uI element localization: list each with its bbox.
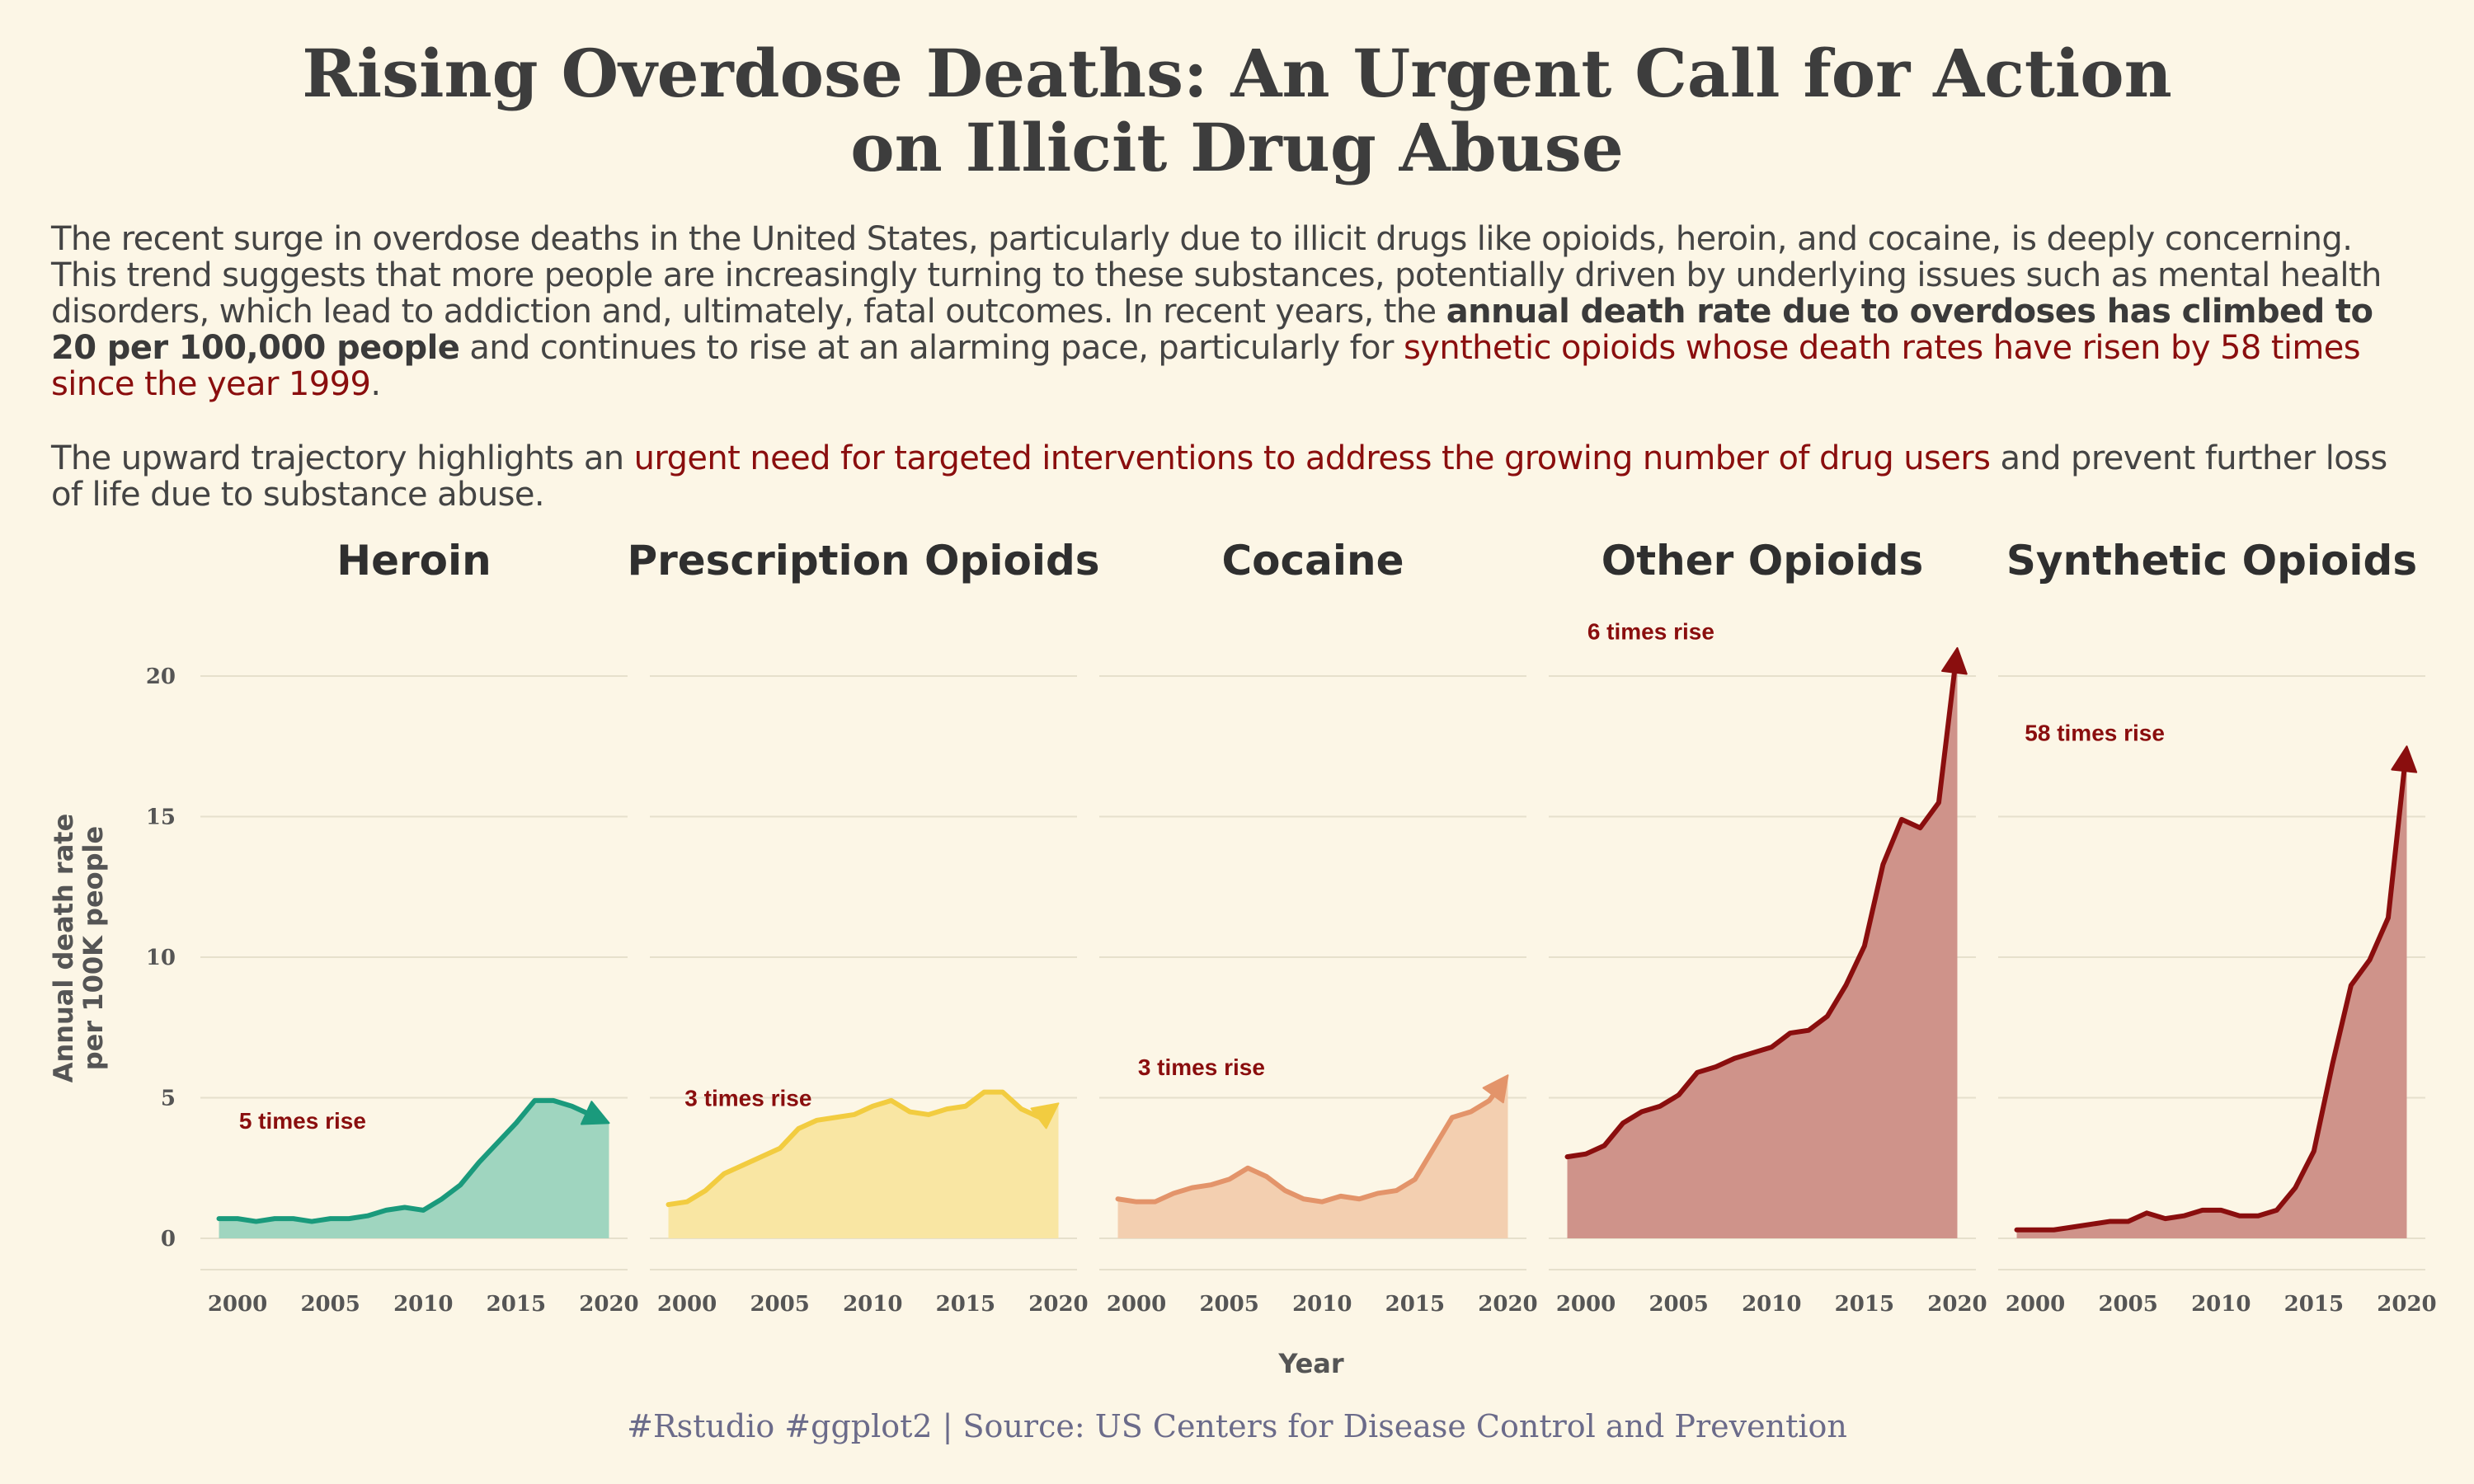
- x-tick-label: 2005: [750, 1292, 809, 1317]
- arrowhead-heroin: [580, 1101, 610, 1125]
- x-tick-label: 2015: [936, 1292, 995, 1317]
- x-tick-label: 2020: [1028, 1292, 1088, 1317]
- x-tick-label: 2020: [1478, 1292, 1537, 1317]
- x-tick-label: 2015: [2284, 1292, 2344, 1317]
- x-tick-label: 2020: [2377, 1292, 2436, 1317]
- x-tick-label: 2010: [393, 1292, 453, 1317]
- x-tick-label: 2020: [579, 1292, 638, 1317]
- y-tick-label: 10: [146, 946, 176, 970]
- x-tick-label: 2010: [2191, 1292, 2251, 1317]
- intro-highlight-text: synthetic opioids whose death rates have…: [51, 329, 2361, 403]
- x-tick-label: 2000: [208, 1292, 267, 1317]
- x-tick-label: 2000: [1107, 1292, 1166, 1317]
- intro-text: and continues to rise at an alarming pac…: [459, 329, 1404, 367]
- line-cocaine: [1115, 1088, 1499, 1205]
- title-line-1: Rising Overdose Deaths: An Urgent Call f…: [302, 35, 2172, 112]
- area-prescription-opioids: [668, 1092, 1059, 1238]
- x-tick-label: 2000: [2006, 1292, 2065, 1317]
- x-axis-label: Year: [1277, 1348, 1344, 1379]
- x-tick-label: 2005: [2098, 1292, 2157, 1317]
- area-heroin: [219, 1100, 609, 1238]
- title-line-2: on Illicit Drug Abuse: [850, 109, 1624, 186]
- y-tick-label: 15: [146, 805, 176, 830]
- area-other-opioids: [1567, 647, 1958, 1238]
- x-tick-label: 2015: [487, 1292, 546, 1317]
- x-tick-label: 2015: [1385, 1292, 1445, 1317]
- x-tick-label: 2015: [1835, 1292, 1894, 1317]
- x-tick-label: 2010: [1292, 1292, 1352, 1317]
- chart-title: Rising Overdose Deaths: An Urgent Call f…: [0, 36, 2474, 185]
- y-tick-label: 0: [161, 1227, 176, 1252]
- x-tick-label: 2005: [1199, 1292, 1258, 1317]
- arrowhead-other-opioids: [1941, 646, 1968, 675]
- line-prescription-opioids: [666, 1089, 1046, 1208]
- intro-text: The upward trajectory highlights an: [51, 439, 634, 477]
- facet-title-heroin: Heroin: [336, 537, 492, 585]
- y-axis-label: Annual death rateper 100K people: [48, 814, 109, 1083]
- y-tick-label: 5: [161, 1087, 176, 1111]
- rise-annotation-heroin: 5 times rise: [239, 1108, 366, 1134]
- rise-annotation-other-opioids: 6 times rise: [1587, 619, 1714, 645]
- intro-paragraph-1: The recent surge in overdose deaths in t…: [51, 221, 2426, 402]
- rise-annotation-prescription-opioids: 3 times rise: [684, 1086, 811, 1111]
- x-tick-label: 2005: [1649, 1292, 1708, 1317]
- arrowhead-cocaine: [1482, 1074, 1509, 1104]
- x-tick-label: 2020: [1927, 1292, 1987, 1317]
- intro-text: and prevent further loss of life due to …: [51, 439, 2387, 514]
- line-synthetic-opioids: [2014, 763, 2407, 1233]
- y-tick-label: 20: [146, 665, 176, 689]
- facet-title-prescription-opioids: Prescription Opioids: [627, 537, 1099, 585]
- facet-title-other-opioids: Other Opioids: [1602, 537, 1923, 585]
- facet-title-cocaine: Cocaine: [1221, 537, 1404, 585]
- x-tick-label: 2000: [657, 1292, 717, 1317]
- area-synthetic-opioids: [2016, 746, 2407, 1238]
- rise-annotation-synthetic-opioids: 58 times rise: [2025, 720, 2165, 745]
- rise-annotation-cocaine: 3 times rise: [1138, 1054, 1265, 1080]
- source-caption: #Rstudio #ggplot2 | Source: US Centers f…: [627, 1408, 1847, 1444]
- area-cocaine: [1117, 1075, 1508, 1238]
- line-heroin: [216, 1097, 594, 1224]
- x-tick-label: 2010: [843, 1292, 902, 1317]
- x-tick-label: 2000: [1556, 1292, 1616, 1317]
- arrowhead-synthetic-opioids: [2391, 745, 2418, 773]
- intro-text: The recent surge in overdose deaths in t…: [51, 220, 2382, 331]
- intro-paragraph-2: The upward trajectory highlights an urge…: [51, 440, 2426, 513]
- intro-highlight-text: urgent need for targeted interventions t…: [633, 439, 1991, 477]
- x-tick-label: 2010: [1742, 1292, 1801, 1317]
- arrowhead-prescription-opioids: [1030, 1102, 1060, 1129]
- intro-bold-text: annual death rate due to overdoses has c…: [51, 293, 2373, 367]
- line-other-opioids: [1564, 665, 1958, 1160]
- intro-text: .: [370, 365, 381, 403]
- x-tick-label: 2005: [300, 1292, 360, 1317]
- facet-title-synthetic-opioids: Synthetic Opioids: [2006, 537, 2417, 585]
